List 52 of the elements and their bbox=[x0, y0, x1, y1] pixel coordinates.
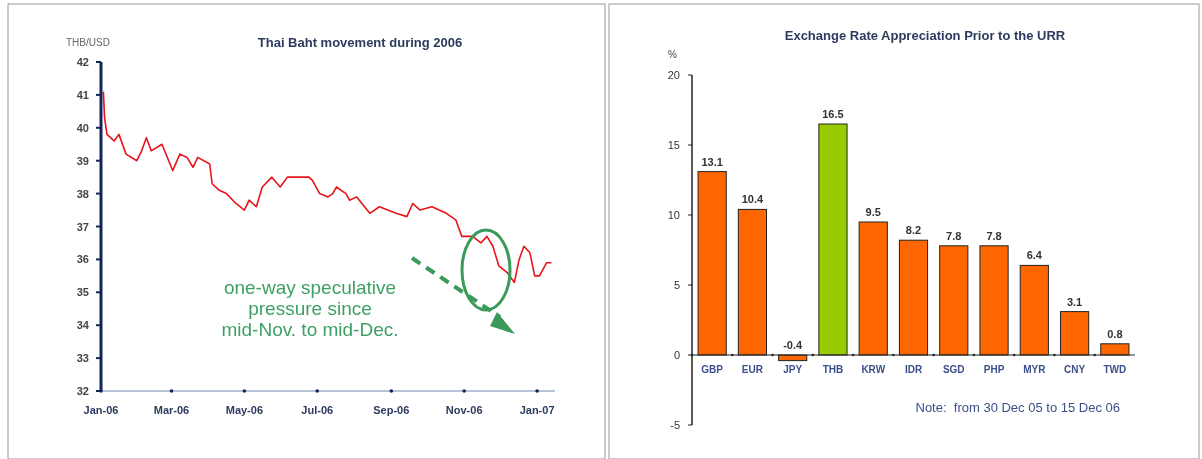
y-tick-label: 0 bbox=[673, 349, 680, 361]
y-tick-label: 35 bbox=[76, 286, 89, 299]
x-tick-label: May-06 bbox=[225, 404, 264, 416]
data-label: 9.5 bbox=[865, 206, 881, 218]
y-tick-label: 37 bbox=[76, 220, 89, 233]
y-tick-label: 42 bbox=[76, 56, 89, 68]
x-tick-label: MYR bbox=[1023, 364, 1047, 375]
y-tick-label: 40 bbox=[76, 121, 89, 134]
y-tick-label: 32 bbox=[76, 385, 89, 397]
data-label: -0.4 bbox=[783, 339, 804, 351]
data-label: 7.8 bbox=[986, 229, 1002, 242]
x-tick-label: Jan-06 bbox=[83, 404, 119, 416]
x-tick-label: SGD bbox=[942, 364, 965, 375]
x-tick-label: CNY bbox=[1064, 364, 1086, 375]
data-label: 13.1 bbox=[701, 155, 723, 168]
y-tick-label: 36 bbox=[76, 253, 89, 266]
x-tick-label: TWD bbox=[1103, 364, 1127, 375]
y-tick-label: 38 bbox=[76, 187, 89, 200]
data-label: 0.8 bbox=[1107, 327, 1123, 340]
x-tick-label: EUR bbox=[741, 364, 764, 375]
y-tick-label: 34 bbox=[76, 319, 90, 332]
y-axis-title: THB/USD bbox=[66, 37, 110, 48]
data-label: 3.1 bbox=[1066, 295, 1083, 308]
x-tick-label: GBP bbox=[701, 364, 724, 375]
y-tick-label: 20 bbox=[667, 69, 680, 81]
y-tick-label: 10 bbox=[667, 209, 680, 221]
y-axis-title: % bbox=[668, 49, 677, 60]
annotation: one-way speculative pressure since mid-Nov. to mid-Dec. bbox=[221, 277, 399, 340]
x-tick-label: Jul-06 bbox=[301, 404, 334, 416]
data-label: 16.5 bbox=[822, 108, 844, 120]
y-tick-label: 33 bbox=[76, 352, 89, 365]
x-tick-label: PHP bbox=[983, 364, 1005, 375]
chart-title: Exchange Rate Appreciation Prior to the URR bbox=[784, 28, 1066, 43]
x-tick-label: JPY bbox=[783, 364, 803, 375]
y-tick-label: 41 bbox=[76, 88, 89, 101]
y-tick-label: -5 bbox=[670, 419, 680, 431]
x-tick-label: KRW bbox=[861, 364, 886, 375]
y-tick-label: 5 bbox=[673, 279, 680, 291]
x-tick-label: THB bbox=[822, 364, 844, 375]
x-tick-label: Nov-06 bbox=[445, 404, 483, 416]
y-tick-label: 15 bbox=[667, 139, 680, 151]
data-label: 6.4 bbox=[1026, 249, 1043, 262]
x-tick-label: IDR bbox=[904, 364, 923, 375]
annotation: Note: from 30 Dec 05 to 15 Dec 06 bbox=[915, 400, 1120, 415]
x-tick-label: Mar-06 bbox=[153, 404, 190, 416]
x-tick-label: Jan-07 bbox=[519, 404, 555, 416]
data-label: 8.2 bbox=[905, 224, 922, 237]
x-tick-label: Sep-06 bbox=[373, 404, 410, 416]
data-label: 7.8 bbox=[946, 229, 962, 242]
y-tick-label: 39 bbox=[76, 154, 89, 167]
chart-title: Thai Baht movement during 2006 bbox=[257, 35, 463, 50]
data-label: 10.4 bbox=[741, 193, 764, 206]
